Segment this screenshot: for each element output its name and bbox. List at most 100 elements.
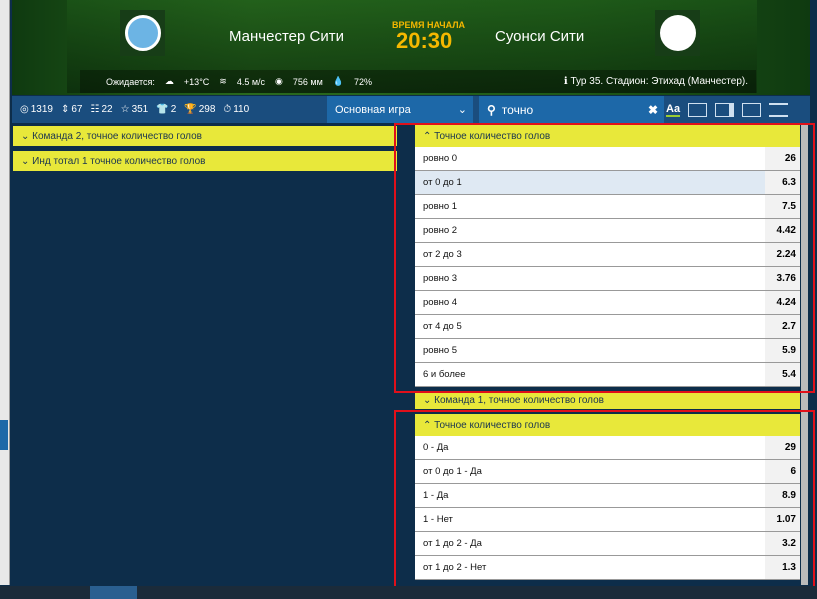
pressure: 756 мм: [292, 76, 323, 87]
stat-shirt[interactable]: 👕 2: [156, 104, 177, 115]
active-sidebar-tab[interactable]: [0, 420, 8, 450]
market-header[interactable]: ⌃ Точное количество голов: [415, 125, 800, 147]
match-info: Тур 35. Стадион: Этихад (Манчестер).: [570, 76, 748, 87]
layout-single-icon[interactable]: [688, 102, 708, 117]
layout-two-columns-icon[interactable]: [715, 102, 735, 117]
odds-value[interactable]: 29: [765, 436, 800, 459]
outcome-row[interactable]: от 0 до 1 6.3: [415, 171, 800, 195]
outcome-label: от 4 до 5: [423, 321, 462, 332]
outcome-row[interactable]: от 2 до 3 2.24: [415, 243, 800, 267]
odds-value[interactable]: 5.9: [765, 339, 800, 362]
market-header[interactable]: ⌃ Точное количество голов: [415, 414, 800, 436]
chevron-down-icon: ⌄: [457, 104, 467, 116]
stat-all[interactable]: ◎ 1319: [20, 104, 53, 115]
left-sidebar-strip: [0, 0, 10, 585]
search-box[interactable]: ⚲ точно ✖: [479, 96, 664, 123]
stat-list[interactable]: ☷ 22: [90, 104, 113, 115]
outcome-row[interactable]: от 0 до 1 - Да 6: [415, 460, 800, 484]
chevron-down-icon: ⌄: [423, 394, 435, 406]
outcome-label: ровно 5: [423, 345, 458, 356]
drop-icon: 💧: [332, 76, 345, 86]
odds-value[interactable]: 2.24: [765, 243, 800, 266]
timer-icon: ⏱: [223, 104, 232, 115]
taskbar-active-app[interactable]: [90, 586, 137, 599]
market-panel-team1-goals: ⌃ Точное количество голов 0 - Да 29 от 0 д…: [415, 414, 800, 580]
outcome-label: ровно 4: [423, 297, 458, 308]
odds-value[interactable]: 3.76: [765, 267, 800, 290]
outcome-row[interactable]: 6 и более 5.4: [415, 363, 800, 387]
shirt-icon: 👕: [156, 104, 169, 115]
font-size-button[interactable]: Aa: [666, 102, 681, 117]
match-banner: Манчестер Сити ВРЕМЯ НАЧАЛА 20:30 Суонси…: [67, 0, 757, 93]
layout-pin-icon[interactable]: [769, 102, 789, 117]
odds-value[interactable]: 1.3: [765, 556, 800, 579]
star-icon: ☆: [120, 104, 130, 115]
highlight-box: [394, 123, 815, 393]
stat-updown[interactable]: ⇕ 67: [60, 104, 83, 115]
outcome-row[interactable]: ровно 2 4.42: [415, 219, 800, 243]
outcome-row[interactable]: ровно 0 26: [415, 147, 800, 171]
odds-value[interactable]: 3.2: [765, 532, 800, 555]
layout-three-columns-icon[interactable]: [742, 102, 762, 117]
outcome-label: от 1 до 2 - Нет: [423, 562, 487, 573]
group-header[interactable]: ⌄ Инд тотал 1 точное количество голов: [13, 151, 397, 171]
outcome-row[interactable]: от 4 до 5 2.7: [415, 315, 800, 339]
outcome-label: ровно 1: [423, 201, 458, 212]
group-header[interactable]: ⌄ Команда 2, точное количество голов: [13, 126, 397, 146]
pressure-icon: ◉: [275, 76, 283, 86]
outcome-row[interactable]: ровно 1 7.5: [415, 195, 800, 219]
home-team-logo: [120, 10, 165, 56]
list-icon: ☷: [90, 104, 100, 115]
taskbar: [0, 586, 817, 599]
odds-value[interactable]: 26: [765, 147, 800, 170]
market-select[interactable]: Основная игра ⌄: [327, 96, 473, 123]
info-icon: ℹ: [563, 76, 571, 87]
outcome-label: 0 - Да: [423, 442, 449, 453]
wind-icon: ≋: [219, 76, 227, 86]
outcome-row[interactable]: ровно 4 4.24: [415, 291, 800, 315]
highlight-box: [394, 410, 815, 599]
outcome-row[interactable]: 0 - Да 29: [415, 436, 800, 460]
outcome-label: 6 и более: [423, 369, 466, 380]
stat-trophy[interactable]: 🏆 298: [184, 104, 216, 115]
updown-icon: ⇕: [60, 104, 70, 115]
odds-value[interactable]: 6.3: [765, 171, 800, 194]
outcome-label: ровно 2: [423, 225, 458, 236]
wind: 4.5 м/с: [236, 76, 266, 87]
outcome-label: ровно 3: [423, 273, 458, 284]
clear-search-icon[interactable]: ✖: [647, 102, 658, 117]
trophy-icon: 🏆: [184, 104, 197, 115]
group-header[interactable]: ⌄ Команда 1, точное количество голов: [415, 391, 800, 409]
weather-label: Ожидается:: [106, 76, 155, 87]
outcome-label: ровно 0: [423, 153, 458, 164]
outcome-row[interactable]: от 1 до 2 - Нет 1.3: [415, 556, 800, 580]
outcome-label: от 0 до 1 - Да: [423, 466, 482, 477]
outcome-row[interactable]: 1 - Нет 1.07: [415, 508, 800, 532]
odds-value[interactable]: 4.24: [765, 291, 800, 314]
odds-value[interactable]: 6: [765, 460, 800, 483]
stat-timer[interactable]: ⏱ 110: [223, 104, 250, 115]
odds-value[interactable]: 8.9: [765, 484, 800, 507]
odds-value[interactable]: 7.5: [765, 195, 800, 218]
odds-value[interactable]: 5.4: [765, 363, 800, 386]
market-panel-total-goals: ⌃ Точное количество голов ровно 0 26 от 0 …: [415, 125, 800, 387]
chevron-up-icon: ⌃: [423, 130, 435, 142]
scrollbar[interactable]: [801, 125, 808, 585]
outcome-label: 1 - Нет: [423, 514, 453, 525]
outcome-row[interactable]: от 1 до 2 - Да 3.2: [415, 532, 800, 556]
home-team-name: Манчестер Сити: [229, 28, 344, 45]
outcome-row[interactable]: ровно 3 3.76: [415, 267, 800, 291]
outcome-row[interactable]: ровно 5 5.9: [415, 339, 800, 363]
search-input[interactable]: точно: [501, 102, 534, 117]
filter-toolbar: ◎ 1319 ⇕ 67 ☷ 22 ☆ 351 👕 2 🏆 298 ⏱ 110 Основная…: [12, 96, 810, 123]
odds-value[interactable]: 1.07: [765, 508, 800, 531]
stat-star[interactable]: ☆ 351: [120, 104, 149, 115]
odds-value[interactable]: 4.42: [765, 219, 800, 242]
outcome-label: от 0 до 1: [423, 177, 462, 188]
chevron-down-icon: ⌄: [21, 130, 33, 142]
outcome-label: от 1 до 2 - Да: [423, 538, 482, 549]
odds-value[interactable]: 2.7: [765, 315, 800, 338]
match-header: Манчестер Сити ВРЕМЯ НАЧАЛА 20:30 Суонси…: [12, 0, 810, 95]
outcome-row[interactable]: 1 - Да 8.9: [415, 484, 800, 508]
chevron-up-icon: ⌃: [423, 419, 435, 431]
